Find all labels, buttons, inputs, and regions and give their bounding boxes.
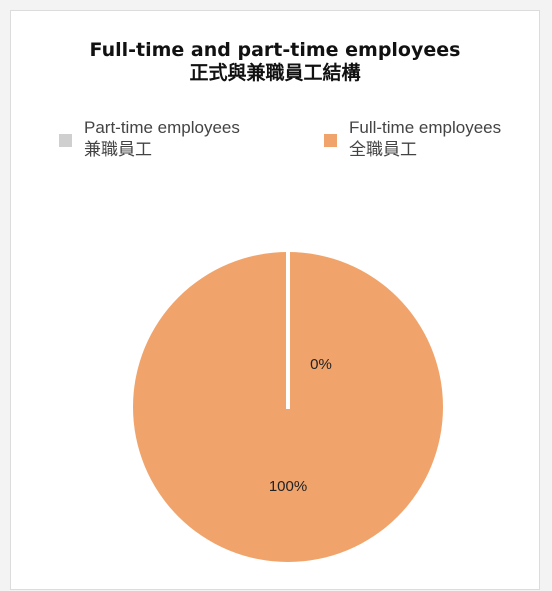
legend-label-part-time: Part-time employees	[84, 118, 240, 137]
legend-swatch-part-time	[59, 134, 72, 147]
pie-chart: 0% 100%	[133, 251, 443, 562]
data-label-full-time: 100%	[269, 478, 307, 495]
chart-card: Full-time and part-time employees 正式與兼職員…	[10, 10, 540, 590]
chart-subtitle: 正式與兼職員工結構	[189, 62, 361, 84]
legend-label-full-time-zh: 全職員工	[349, 140, 417, 159]
legend-item-full-time[interactable]: Full-time employees 全職員工	[324, 117, 501, 161]
chart-title: Full-time and part-time employees	[89, 39, 461, 61]
legend-label-part-time-zh: 兼職員工	[84, 140, 152, 159]
legend-label-full-time: Full-time employees	[349, 118, 502, 137]
data-label-part-time: 0%	[310, 356, 332, 373]
chart-title-block: Full-time and part-time employees 正式與兼職員…	[11, 39, 539, 85]
legend-item-part-time[interactable]: Part-time employees 兼職員工	[59, 117, 240, 161]
legend-swatch-full-time	[324, 134, 337, 147]
